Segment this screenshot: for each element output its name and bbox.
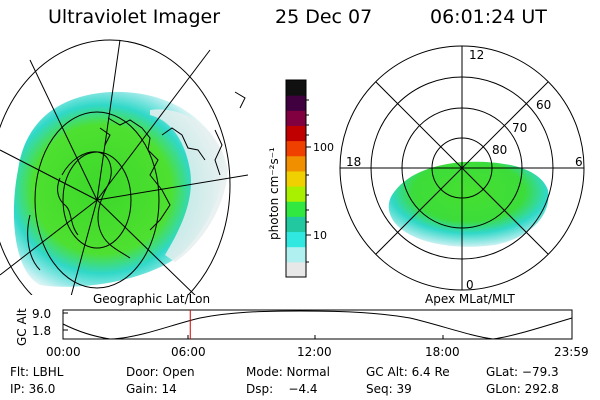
time-tick-1800: 18:00 [425, 345, 460, 359]
date-label: 25 Dec 07 [275, 6, 373, 28]
colorbar-segment [286, 80, 306, 96]
apex-caption: Apex MLat/MLT [425, 292, 515, 306]
colorbar-frame [285, 79, 307, 278]
mlt-label-6: 6 [575, 155, 583, 169]
mlt-label-12: 12 [469, 48, 484, 62]
altitude-curve [62, 310, 573, 340]
aurora-emission-right [388, 161, 549, 247]
mlt-label-0: 0 [466, 278, 474, 292]
altitude-plot [62, 309, 573, 340]
colorbar-segment [286, 155, 306, 172]
magnetic-polar-plot: 12 18 6 0 60 70 80 [339, 45, 585, 292]
colorbar-segment [286, 201, 306, 217]
sequence-info: Seq: 39 [366, 382, 412, 396]
time-tick-2359: 23:59 [554, 345, 589, 359]
geographic-caption: Geographic Lat/Lon [93, 292, 210, 306]
colorbar-segment [286, 246, 306, 263]
colorbar-segment [286, 125, 306, 142]
colorbar-segment [286, 231, 306, 248]
door-info: Door: Open [126, 365, 195, 379]
colorbar-tick-100: 100 [313, 141, 334, 154]
gain-info: Gain: 14 [126, 382, 177, 396]
mlat-label-60: 60 [536, 98, 551, 112]
colorbar-segment [286, 216, 306, 233]
dsp-info: Dsp: −4.4 [246, 382, 318, 396]
colorbar-segment [286, 170, 306, 187]
aurora-emission-left [13, 91, 224, 287]
instrument-title: Ultraviolet Imager [48, 6, 221, 28]
mlat-label-70: 70 [512, 121, 527, 135]
colorbar-segment [286, 261, 306, 278]
time-tick-0600: 06:00 [171, 345, 206, 359]
colorbar-segment [286, 140, 306, 157]
colorbar [286, 80, 306, 278]
altitude-plot-frame [62, 309, 573, 340]
mlt-label-18: 18 [346, 155, 361, 169]
geographic-map [0, 35, 248, 295]
ip-info: IP: 36.0 [10, 382, 56, 396]
mlat-label-80: 80 [492, 143, 507, 157]
colorbar-segment [286, 95, 306, 111]
geo-latitude-info: GLat: −79.3 [486, 365, 559, 379]
altitude-max-label: 9.0 [32, 307, 51, 321]
time-tick-0000: 00:00 [46, 345, 81, 359]
gc-altitude-info: GC Alt: 6.4 Re [366, 365, 450, 379]
altitude-axis-label: GC Alt [15, 308, 29, 346]
filter-info: Flt: LBHL [10, 365, 64, 379]
mode-info: Mode: Normal [246, 365, 330, 379]
colorbar-unit-label: photon cm⁻²s⁻¹ [267, 147, 281, 240]
colorbar-segment [286, 186, 306, 202]
colorbar-segment [286, 110, 306, 126]
altitude-min-label: 1.8 [32, 324, 51, 338]
time-label: 06:01:24 UT [430, 6, 547, 28]
geo-longitude-info: GLon: 292.8 [486, 382, 559, 396]
time-tick-1200: 12:00 [297, 345, 332, 359]
colorbar-tick-10: 10 [313, 229, 327, 242]
